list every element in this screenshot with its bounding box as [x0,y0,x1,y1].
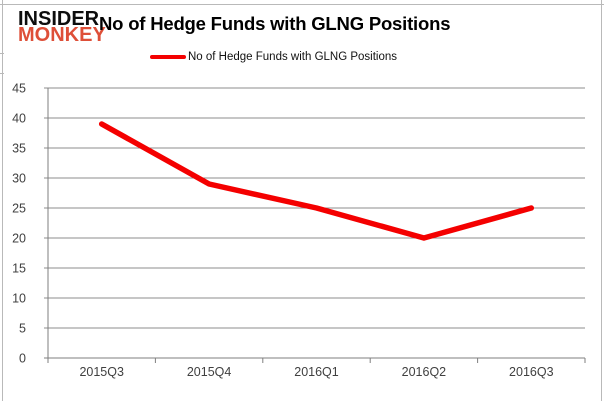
y-axis-tick-label: 10 [12,292,26,306]
left-border-tick [0,73,4,74]
chart-title: No of Hedge Funds with GLNG Positions [99,13,451,34]
insider-monkey-logo: INSIDER MONKEY [18,8,106,46]
logo-monkey-text: MONKEY [18,24,106,46]
y-axis-tick-label: 40 [12,112,26,126]
y-axis-tick-label: 35 [12,142,26,156]
y-axis-tick-label: 25 [12,202,26,216]
page-top-border [0,4,604,5]
legend-line-swatch [150,54,186,60]
series-line-hedge-funds [98,121,535,241]
logo-insider-text: INSIDER [18,8,100,30]
x-axis-tick-label: 2015Q4 [187,365,232,379]
y-axis-tick-label: 30 [12,172,26,186]
y-axis-tick-label: 20 [12,232,26,246]
y-axis-tick-label: 5 [19,322,26,336]
left-border-tick [0,53,4,54]
x-axis-tick-label: 2016Q3 [509,365,554,379]
x-axis-tick-label: 2016Q1 [294,365,339,379]
y-axis-tick-label: 15 [12,262,26,276]
legend-label: No of Hedge Funds with GLNG Positions [188,51,398,63]
y-axis-tick-label: 0 [19,352,26,366]
y-axis-tick-label: 45 [12,82,26,96]
x-axis-tick-label: 2016Q2 [402,365,447,379]
page-right-border [601,0,602,401]
page-left-border [2,0,3,401]
x-axis-tick-label: 2015Q3 [79,365,124,379]
chart-legend: No of Hedge Funds with GLNG Positions [150,51,397,63]
